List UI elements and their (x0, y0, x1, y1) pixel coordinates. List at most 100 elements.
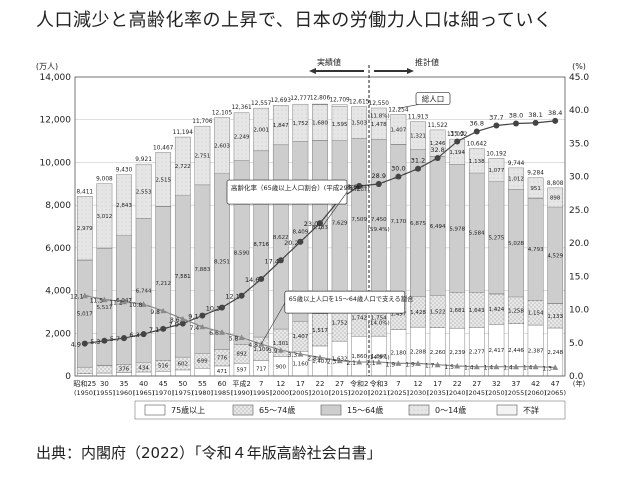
total-label: 11,522 (427, 123, 448, 129)
aging-rate-point (552, 117, 559, 124)
bar-value-label: 2,260 (430, 350, 446, 356)
bar-value-label: 6,744 (136, 289, 152, 295)
aging-rate-label: 23.0 (304, 220, 318, 228)
y-left-axis-label: (万人) (36, 62, 58, 71)
bar-value-label: 1,428 (410, 310, 426, 316)
support-ratio-label: 6.6 (209, 330, 219, 337)
support-ratio-point (160, 307, 167, 314)
support-ratio-label: 2.8 (307, 355, 317, 362)
support-ratio-point (532, 363, 539, 370)
bar-segment (351, 106, 368, 139)
support-ratio-point (493, 363, 500, 370)
support-ratio-point (317, 354, 323, 360)
bar-value-label: 898 (550, 195, 561, 201)
x-tick-label: 60 (218, 380, 227, 388)
support-ratio-point (473, 363, 480, 370)
bar-value-label: 1,643 (469, 308, 485, 314)
total-label: 12,693 (271, 98, 292, 104)
x-axis-unit: (年) (573, 379, 586, 388)
bar-value-label: 2,277 (469, 350, 485, 356)
bar-value-label: 8,716 (253, 242, 269, 248)
pct-15-64: (59.4%) (368, 227, 390, 233)
legend-swatch (232, 404, 254, 416)
aging-rate-point (532, 119, 539, 126)
bar-segment (135, 163, 152, 219)
bar-value-label: 5,275 (489, 236, 505, 242)
x-tick-label: 17 (296, 380, 305, 388)
bar-value-label: 1,154 (528, 311, 544, 317)
total-label: 11,706 (192, 119, 213, 125)
y-right-tick-label: 15.0 (569, 272, 589, 282)
pct-0-14: (11.8%) (368, 114, 390, 120)
bar-segment (508, 167, 524, 190)
bar-value-label: 1,847 (273, 123, 289, 129)
bar-value-label: 2,603 (214, 143, 230, 149)
x-tick-year: (2035) (427, 389, 449, 397)
x-tick-year: (2015) (329, 389, 351, 397)
support-ratio-point (356, 359, 363, 365)
support-ratio-label: 8.6 (170, 317, 180, 324)
x-tick-label: 7 (259, 380, 263, 388)
y-left-tick-label: 4,000 (45, 287, 71, 297)
support-ratio-point (336, 357, 343, 364)
bar-value-label: 1,517 (312, 328, 328, 334)
x-tick-year: (1965) (133, 389, 155, 397)
legend: 75歳以上 65～74歳 15～64歳 0～14歳 不詳 (134, 400, 566, 420)
total-label: 12,105 (212, 110, 233, 116)
bar-value-label: 4,793 (528, 247, 544, 253)
support-ratio-label: 2.1 (366, 360, 376, 367)
pct-65-74: (14.0%) (368, 321, 390, 327)
aging-rate-point (356, 182, 363, 189)
x-tick-label: 昭和25 (73, 379, 96, 388)
bar-value-label: 5,978 (449, 226, 465, 232)
bar-value-label: 2,843 (116, 203, 132, 209)
bar-segment (116, 372, 132, 377)
pct-75plus: (14.9%) (368, 355, 390, 361)
total-label: 11,913 (408, 115, 429, 121)
support-ratio-label: 1.4 (484, 365, 494, 372)
bar-value-label: 951 (530, 186, 541, 192)
bar-value-label: 7,509 (351, 217, 367, 223)
x-tick-year: (1990) (231, 389, 253, 397)
x-tick-year: (1970) (152, 389, 174, 397)
x-tick-label: 37 (512, 380, 521, 388)
aging-rate-point (317, 220, 323, 227)
y-right-tick-label: 25.0 (569, 206, 589, 216)
bar-segment (155, 371, 172, 377)
total-label: 12,550 (369, 101, 390, 107)
support-ratio-label: 3.3 (288, 352, 298, 359)
line-series (81, 117, 559, 370)
x-tick-year: (2005) (290, 389, 312, 397)
support-ratio-point (179, 315, 186, 322)
x-tick-year: (2060) (525, 389, 547, 397)
x-tick-year: (2025) (388, 389, 410, 397)
total-label: 11,092 (447, 132, 468, 138)
support-ratio-point (395, 360, 402, 366)
bar-segment (312, 103, 328, 105)
support-ratio-label: 1.5 (444, 364, 454, 371)
total-label: 8,808 (547, 181, 564, 187)
aging-rate-label: 32.8 (430, 146, 444, 154)
legend-label: 65～74歳 (259, 405, 295, 415)
aging-rate-point (238, 292, 245, 299)
bar-value-label: 1,752 (293, 121, 309, 127)
aging-rate-point (258, 275, 265, 282)
actual-arrowhead (309, 68, 316, 74)
x-tick-label: 40 (139, 380, 148, 388)
bar-value-label: 2,515 (155, 177, 171, 183)
total-label: 10,467 (153, 145, 174, 151)
bar-value-label: 2,239 (449, 350, 465, 356)
x-tick-label: 32 (492, 380, 501, 388)
bar-segment (76, 366, 93, 374)
aging-rate-label: 30.0 (391, 165, 405, 173)
bar-value-label: 1,077 (489, 168, 505, 174)
total-label: 12,806 (310, 96, 331, 102)
aging-rate-label: 38.1 (528, 111, 542, 119)
bar-segment (155, 152, 172, 207)
support-ratio-label: 7.4 (190, 325, 200, 332)
support-ratio-point (297, 351, 304, 357)
x-tick-label: 30 (100, 380, 109, 388)
bar-segment (96, 183, 113, 249)
support-ratio-label: 1.7 (425, 363, 435, 370)
bar-segment (331, 104, 348, 107)
